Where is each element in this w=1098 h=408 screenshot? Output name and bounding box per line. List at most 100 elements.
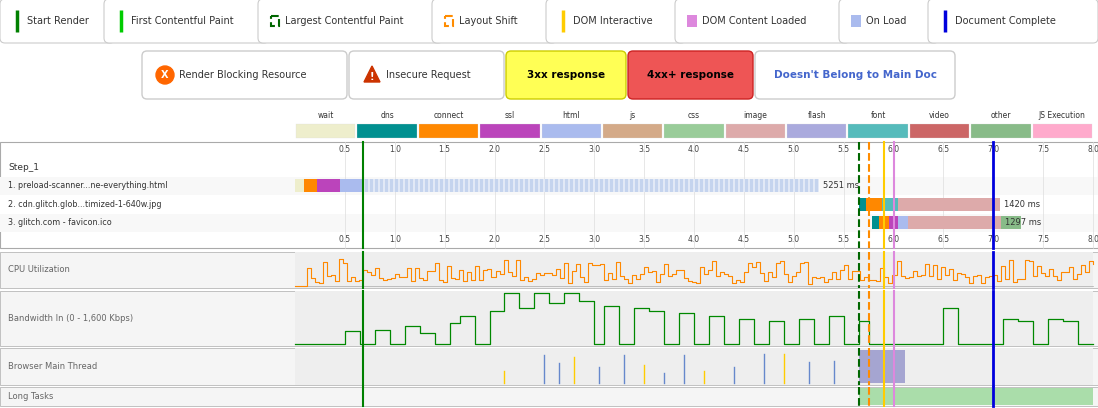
Text: Browser Main Thread: Browser Main Thread xyxy=(8,362,98,371)
Bar xyxy=(295,348,1093,385)
Text: 7.5: 7.5 xyxy=(1038,235,1050,244)
Bar xyxy=(0,252,1098,288)
Bar xyxy=(668,179,670,193)
Bar xyxy=(296,124,356,138)
FancyBboxPatch shape xyxy=(628,51,753,99)
Bar xyxy=(708,179,709,193)
Text: font: font xyxy=(871,111,886,120)
Text: 4.0: 4.0 xyxy=(688,146,701,155)
Bar xyxy=(0,291,1098,346)
Text: ssl: ssl xyxy=(505,111,515,120)
Bar xyxy=(787,124,847,138)
Bar xyxy=(803,179,805,193)
Bar xyxy=(483,179,485,193)
FancyBboxPatch shape xyxy=(546,0,686,43)
Text: 2. cdn.glitch.glob...timized-1-640w.jpg: 2. cdn.glitch.glob...timized-1-640w.jpg xyxy=(8,200,161,209)
Text: 6.5: 6.5 xyxy=(938,235,950,244)
Bar xyxy=(538,179,540,193)
Bar xyxy=(428,179,429,193)
Text: 1.0: 1.0 xyxy=(389,235,401,244)
Bar xyxy=(0,387,1098,406)
Bar xyxy=(743,179,744,193)
Bar xyxy=(480,124,539,138)
Bar xyxy=(888,216,898,229)
Text: Layout Shift: Layout Shift xyxy=(459,16,517,26)
Bar xyxy=(513,179,515,193)
Bar xyxy=(533,179,535,193)
Bar xyxy=(418,179,419,193)
Text: 3. glitch.com - favicon.ico: 3. glitch.com - favicon.ico xyxy=(8,218,112,227)
Text: 2.0: 2.0 xyxy=(489,235,501,244)
Bar xyxy=(1032,124,1093,138)
Text: !: ! xyxy=(370,72,374,82)
Bar xyxy=(397,179,400,193)
Text: 3.5: 3.5 xyxy=(638,146,650,155)
Bar xyxy=(442,179,445,193)
Bar xyxy=(493,179,495,193)
Text: Largest Contentful Paint: Largest Contentful Paint xyxy=(285,16,403,26)
Polygon shape xyxy=(365,66,380,82)
Text: 1.5: 1.5 xyxy=(438,146,450,155)
Bar xyxy=(573,179,575,193)
Text: 6.0: 6.0 xyxy=(887,235,899,244)
Bar xyxy=(683,179,685,193)
Bar xyxy=(403,179,405,193)
Bar xyxy=(295,179,304,193)
FancyBboxPatch shape xyxy=(142,51,347,99)
Bar xyxy=(910,124,970,138)
Bar xyxy=(758,179,760,193)
Bar xyxy=(698,179,699,193)
Text: 4.5: 4.5 xyxy=(738,146,750,155)
Text: 2.0: 2.0 xyxy=(489,146,501,155)
Text: X: X xyxy=(161,70,169,80)
Bar xyxy=(849,124,908,138)
Text: 4xx+ response: 4xx+ response xyxy=(647,70,733,80)
Bar xyxy=(872,216,878,229)
Text: Step_1: Step_1 xyxy=(8,163,40,172)
Bar xyxy=(777,179,780,193)
Bar xyxy=(568,179,570,193)
Bar xyxy=(0,142,1098,248)
Text: DOM Interactive: DOM Interactive xyxy=(573,16,652,26)
Bar xyxy=(597,179,600,193)
Bar xyxy=(362,179,819,193)
Text: 7.0: 7.0 xyxy=(987,235,999,244)
Text: First Contentful Paint: First Contentful Paint xyxy=(131,16,234,26)
Bar xyxy=(528,179,530,193)
Bar xyxy=(452,179,455,193)
Text: Document Complete: Document Complete xyxy=(955,16,1056,26)
Bar xyxy=(463,179,464,193)
Bar xyxy=(642,179,645,193)
Bar xyxy=(618,179,620,193)
Bar xyxy=(583,179,585,193)
Text: connect: connect xyxy=(434,111,463,120)
Text: dns: dns xyxy=(380,111,394,120)
Bar xyxy=(664,124,724,138)
Bar xyxy=(687,179,690,193)
Bar xyxy=(851,15,861,27)
Bar xyxy=(768,179,770,193)
Bar xyxy=(703,179,705,193)
Text: 4.5: 4.5 xyxy=(738,235,750,244)
Bar xyxy=(388,179,390,193)
Bar xyxy=(497,179,500,193)
Bar xyxy=(788,179,789,193)
Bar xyxy=(378,179,380,193)
Bar xyxy=(587,179,590,193)
Bar xyxy=(726,124,785,138)
Text: wait: wait xyxy=(317,111,334,120)
Text: 5.5: 5.5 xyxy=(838,235,850,244)
Bar xyxy=(407,179,410,193)
Bar xyxy=(628,179,630,193)
Bar xyxy=(632,179,635,193)
FancyBboxPatch shape xyxy=(755,51,955,99)
Bar xyxy=(271,16,279,26)
Bar xyxy=(773,179,775,193)
Text: 8.0: 8.0 xyxy=(1087,235,1098,244)
Bar xyxy=(433,179,435,193)
Bar xyxy=(763,179,765,193)
Bar xyxy=(722,179,725,193)
Bar xyxy=(813,179,815,193)
Text: 8.0: 8.0 xyxy=(1087,146,1098,155)
Bar xyxy=(295,291,1093,346)
